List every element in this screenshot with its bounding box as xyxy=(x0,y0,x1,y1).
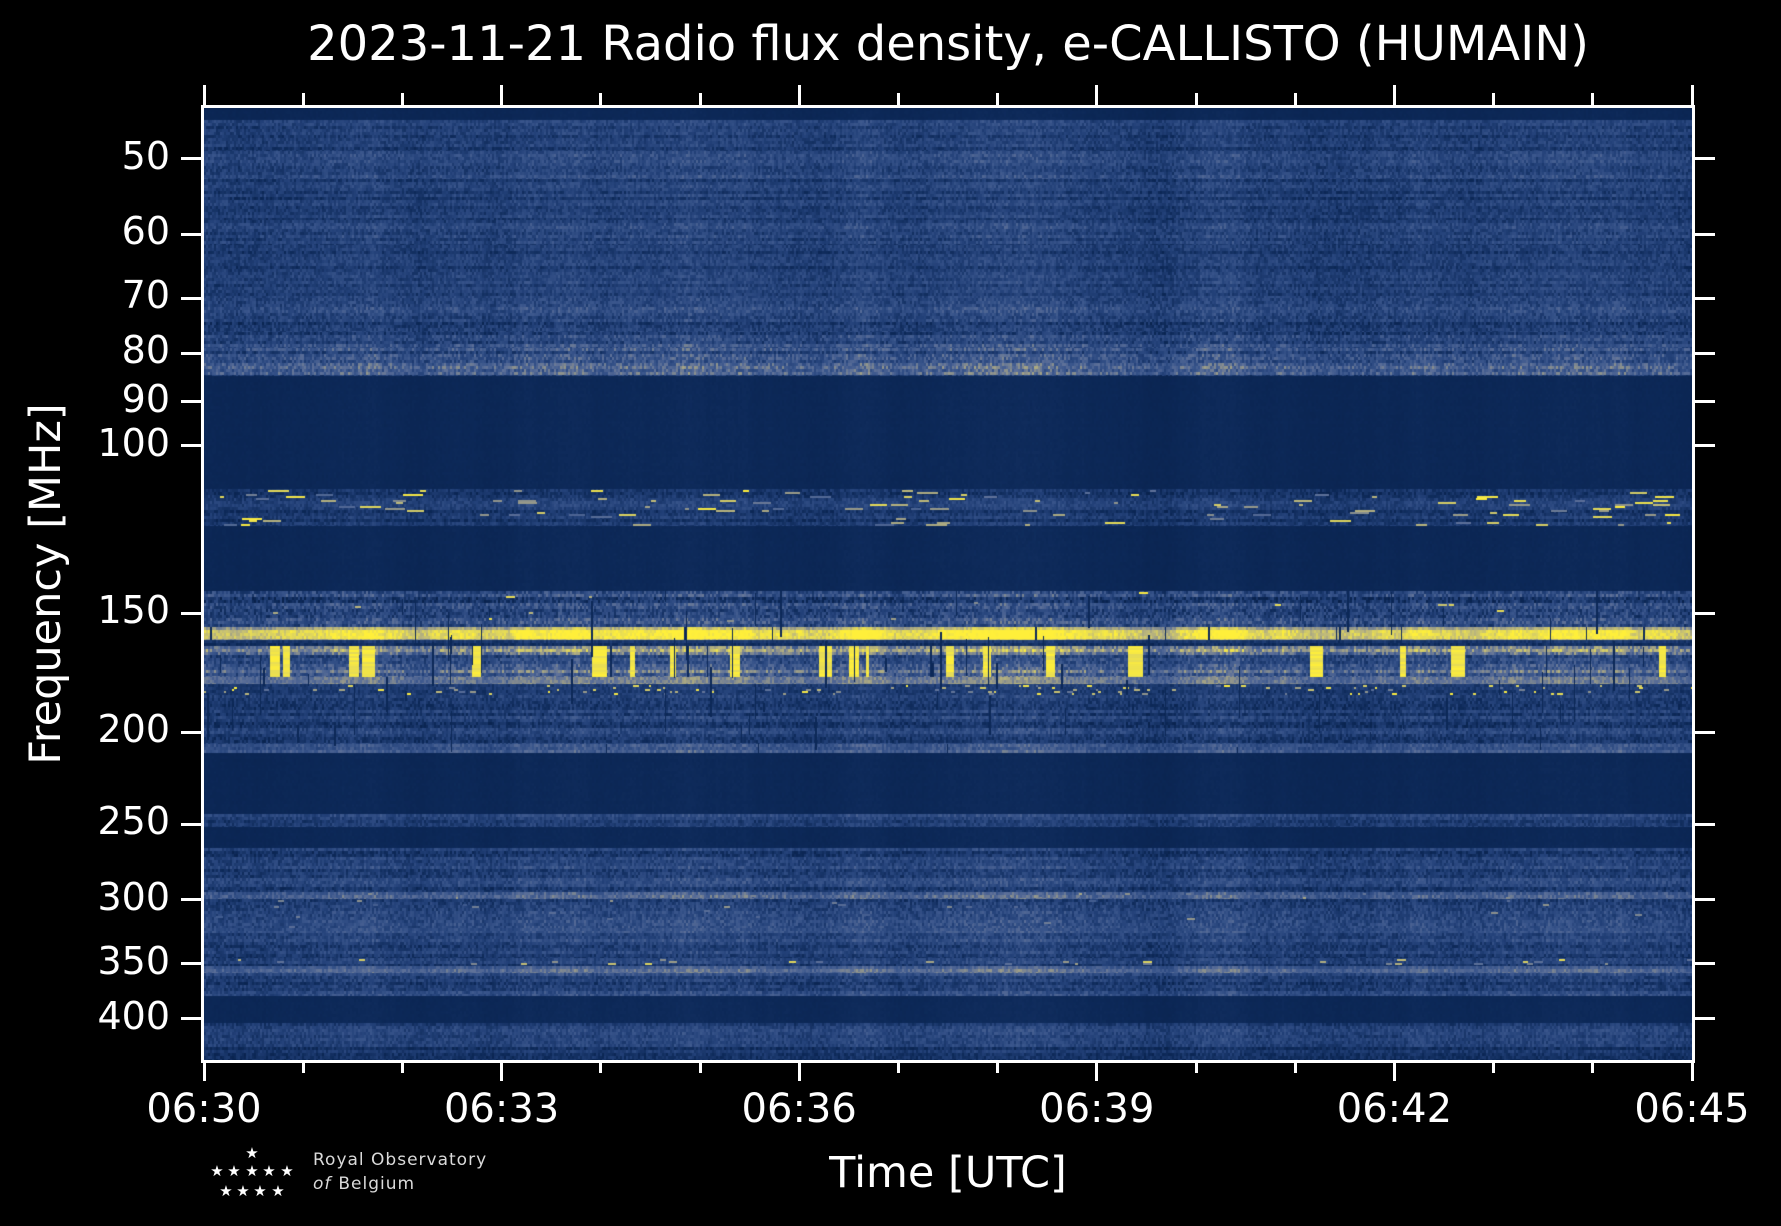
y-tick-label: 50 xyxy=(121,133,170,178)
x-tick-minor xyxy=(599,1061,603,1073)
x-tick-minor-top xyxy=(1492,93,1496,105)
y-tick-label: 300 xyxy=(97,874,170,919)
y-tick-label: 150 xyxy=(97,588,170,633)
x-tick-minor-top xyxy=(1293,93,1297,105)
x-tick-minor-top xyxy=(599,93,603,105)
y-tick-major-right xyxy=(1695,730,1715,734)
x-tick-minor-top xyxy=(996,93,1000,105)
rob-logo-of: of xyxy=(313,1174,332,1194)
y-tick-label: 400 xyxy=(97,993,170,1038)
x-tick-minor-top xyxy=(301,93,305,105)
x-tick-minor xyxy=(1194,1061,1198,1073)
y-tick-major-right xyxy=(1695,1017,1715,1021)
x-tick-minor xyxy=(1492,1061,1496,1073)
y-tick-major-right xyxy=(1695,351,1715,355)
x-axis-label: Time [UTC] xyxy=(829,1148,1067,1198)
x-tick-major-top xyxy=(500,85,504,105)
x-tick-major xyxy=(1392,1061,1396,1081)
x-tick-major xyxy=(1690,1061,1694,1081)
x-tick-minor xyxy=(301,1061,305,1073)
chart-title: 2023-11-21 Radio flux density, e-CALLIST… xyxy=(307,16,1589,72)
y-tick-major xyxy=(181,157,201,161)
x-tick-major xyxy=(500,1061,504,1081)
x-tick-major-top xyxy=(1690,85,1694,105)
x-tick-label: 06:36 xyxy=(741,1086,857,1132)
x-tick-major-top xyxy=(1392,85,1396,105)
rob-logo-text-line1: Royal Observatory xyxy=(313,1150,488,1170)
x-tick-major xyxy=(1095,1061,1099,1081)
x-tick-label: 06:39 xyxy=(1039,1086,1155,1132)
x-tick-minor xyxy=(1293,1061,1297,1073)
y-tick-major-right xyxy=(1695,962,1715,965)
star-icon: ★ xyxy=(227,1162,241,1180)
x-tick-minor-top xyxy=(896,93,900,105)
x-tick-major xyxy=(202,1061,206,1081)
y-tick-label: 70 xyxy=(121,273,170,318)
x-tick-minor-top xyxy=(1194,93,1198,105)
y-tick-major xyxy=(181,351,201,355)
plot-area xyxy=(201,105,1695,1063)
y-tick-major xyxy=(181,400,201,404)
star-icon: ★ xyxy=(253,1182,267,1200)
y-tick-label: 250 xyxy=(97,799,170,844)
x-tick-major-top xyxy=(202,85,206,105)
rob-logo-text-line2: of Belgium xyxy=(313,1174,415,1194)
x-tick-minor-top xyxy=(400,93,404,105)
y-tick-label: 350 xyxy=(97,938,170,983)
y-tick-major xyxy=(181,822,201,826)
y-tick-major-right xyxy=(1695,232,1715,236)
x-tick-minor xyxy=(896,1061,900,1073)
star-icon: ★ xyxy=(236,1182,250,1200)
x-tick-label: 06:45 xyxy=(1634,1086,1750,1132)
star-icon: ★ xyxy=(219,1182,233,1200)
x-tick-minor-top xyxy=(1591,93,1595,105)
star-icon: ★ xyxy=(280,1162,294,1180)
y-tick-major xyxy=(181,296,201,300)
y-tick-major xyxy=(181,1017,201,1021)
y-tick-label: 90 xyxy=(121,376,170,421)
rob-logo-belgium: Belgium xyxy=(338,1174,416,1194)
y-tick-major-right xyxy=(1695,296,1715,300)
y-tick-major-right xyxy=(1695,400,1715,404)
y-tick-major-right xyxy=(1695,444,1715,448)
star-icon: ★ xyxy=(271,1182,285,1200)
x-tick-major xyxy=(797,1061,801,1081)
y-tick-major xyxy=(181,444,201,448)
x-tick-minor xyxy=(400,1061,404,1073)
y-tick-major-right xyxy=(1695,157,1715,161)
star-icon: ★ xyxy=(210,1162,224,1180)
y-tick-major xyxy=(181,611,201,615)
y-tick-label: 80 xyxy=(121,328,170,373)
y-tick-major-right xyxy=(1695,898,1715,902)
x-tick-major-top xyxy=(797,85,801,105)
x-tick-major-top xyxy=(1095,85,1099,105)
star-icon: ★ xyxy=(262,1162,276,1180)
x-tick-minor xyxy=(698,1061,702,1073)
y-tick-major xyxy=(181,232,201,236)
star-icon: ★ xyxy=(245,1144,259,1162)
x-tick-minor xyxy=(996,1061,1000,1073)
y-tick-major-right xyxy=(1695,611,1715,615)
x-tick-label: 06:30 xyxy=(146,1086,262,1132)
x-tick-label: 06:42 xyxy=(1336,1086,1453,1132)
x-tick-minor-top xyxy=(698,93,702,105)
y-tick-major xyxy=(181,730,201,734)
y-tick-major xyxy=(181,962,201,965)
spectrogram-heatmap xyxy=(204,108,1692,1060)
y-tick-label: 60 xyxy=(121,209,170,254)
y-tick-major xyxy=(181,898,201,902)
y-tick-label: 200 xyxy=(97,707,170,752)
y-tick-major-right xyxy=(1695,822,1715,826)
x-tick-label: 06:33 xyxy=(443,1086,560,1132)
x-tick-minor xyxy=(1591,1061,1595,1073)
y-tick-label: 100 xyxy=(97,420,170,465)
star-icon: ★ xyxy=(245,1162,259,1180)
